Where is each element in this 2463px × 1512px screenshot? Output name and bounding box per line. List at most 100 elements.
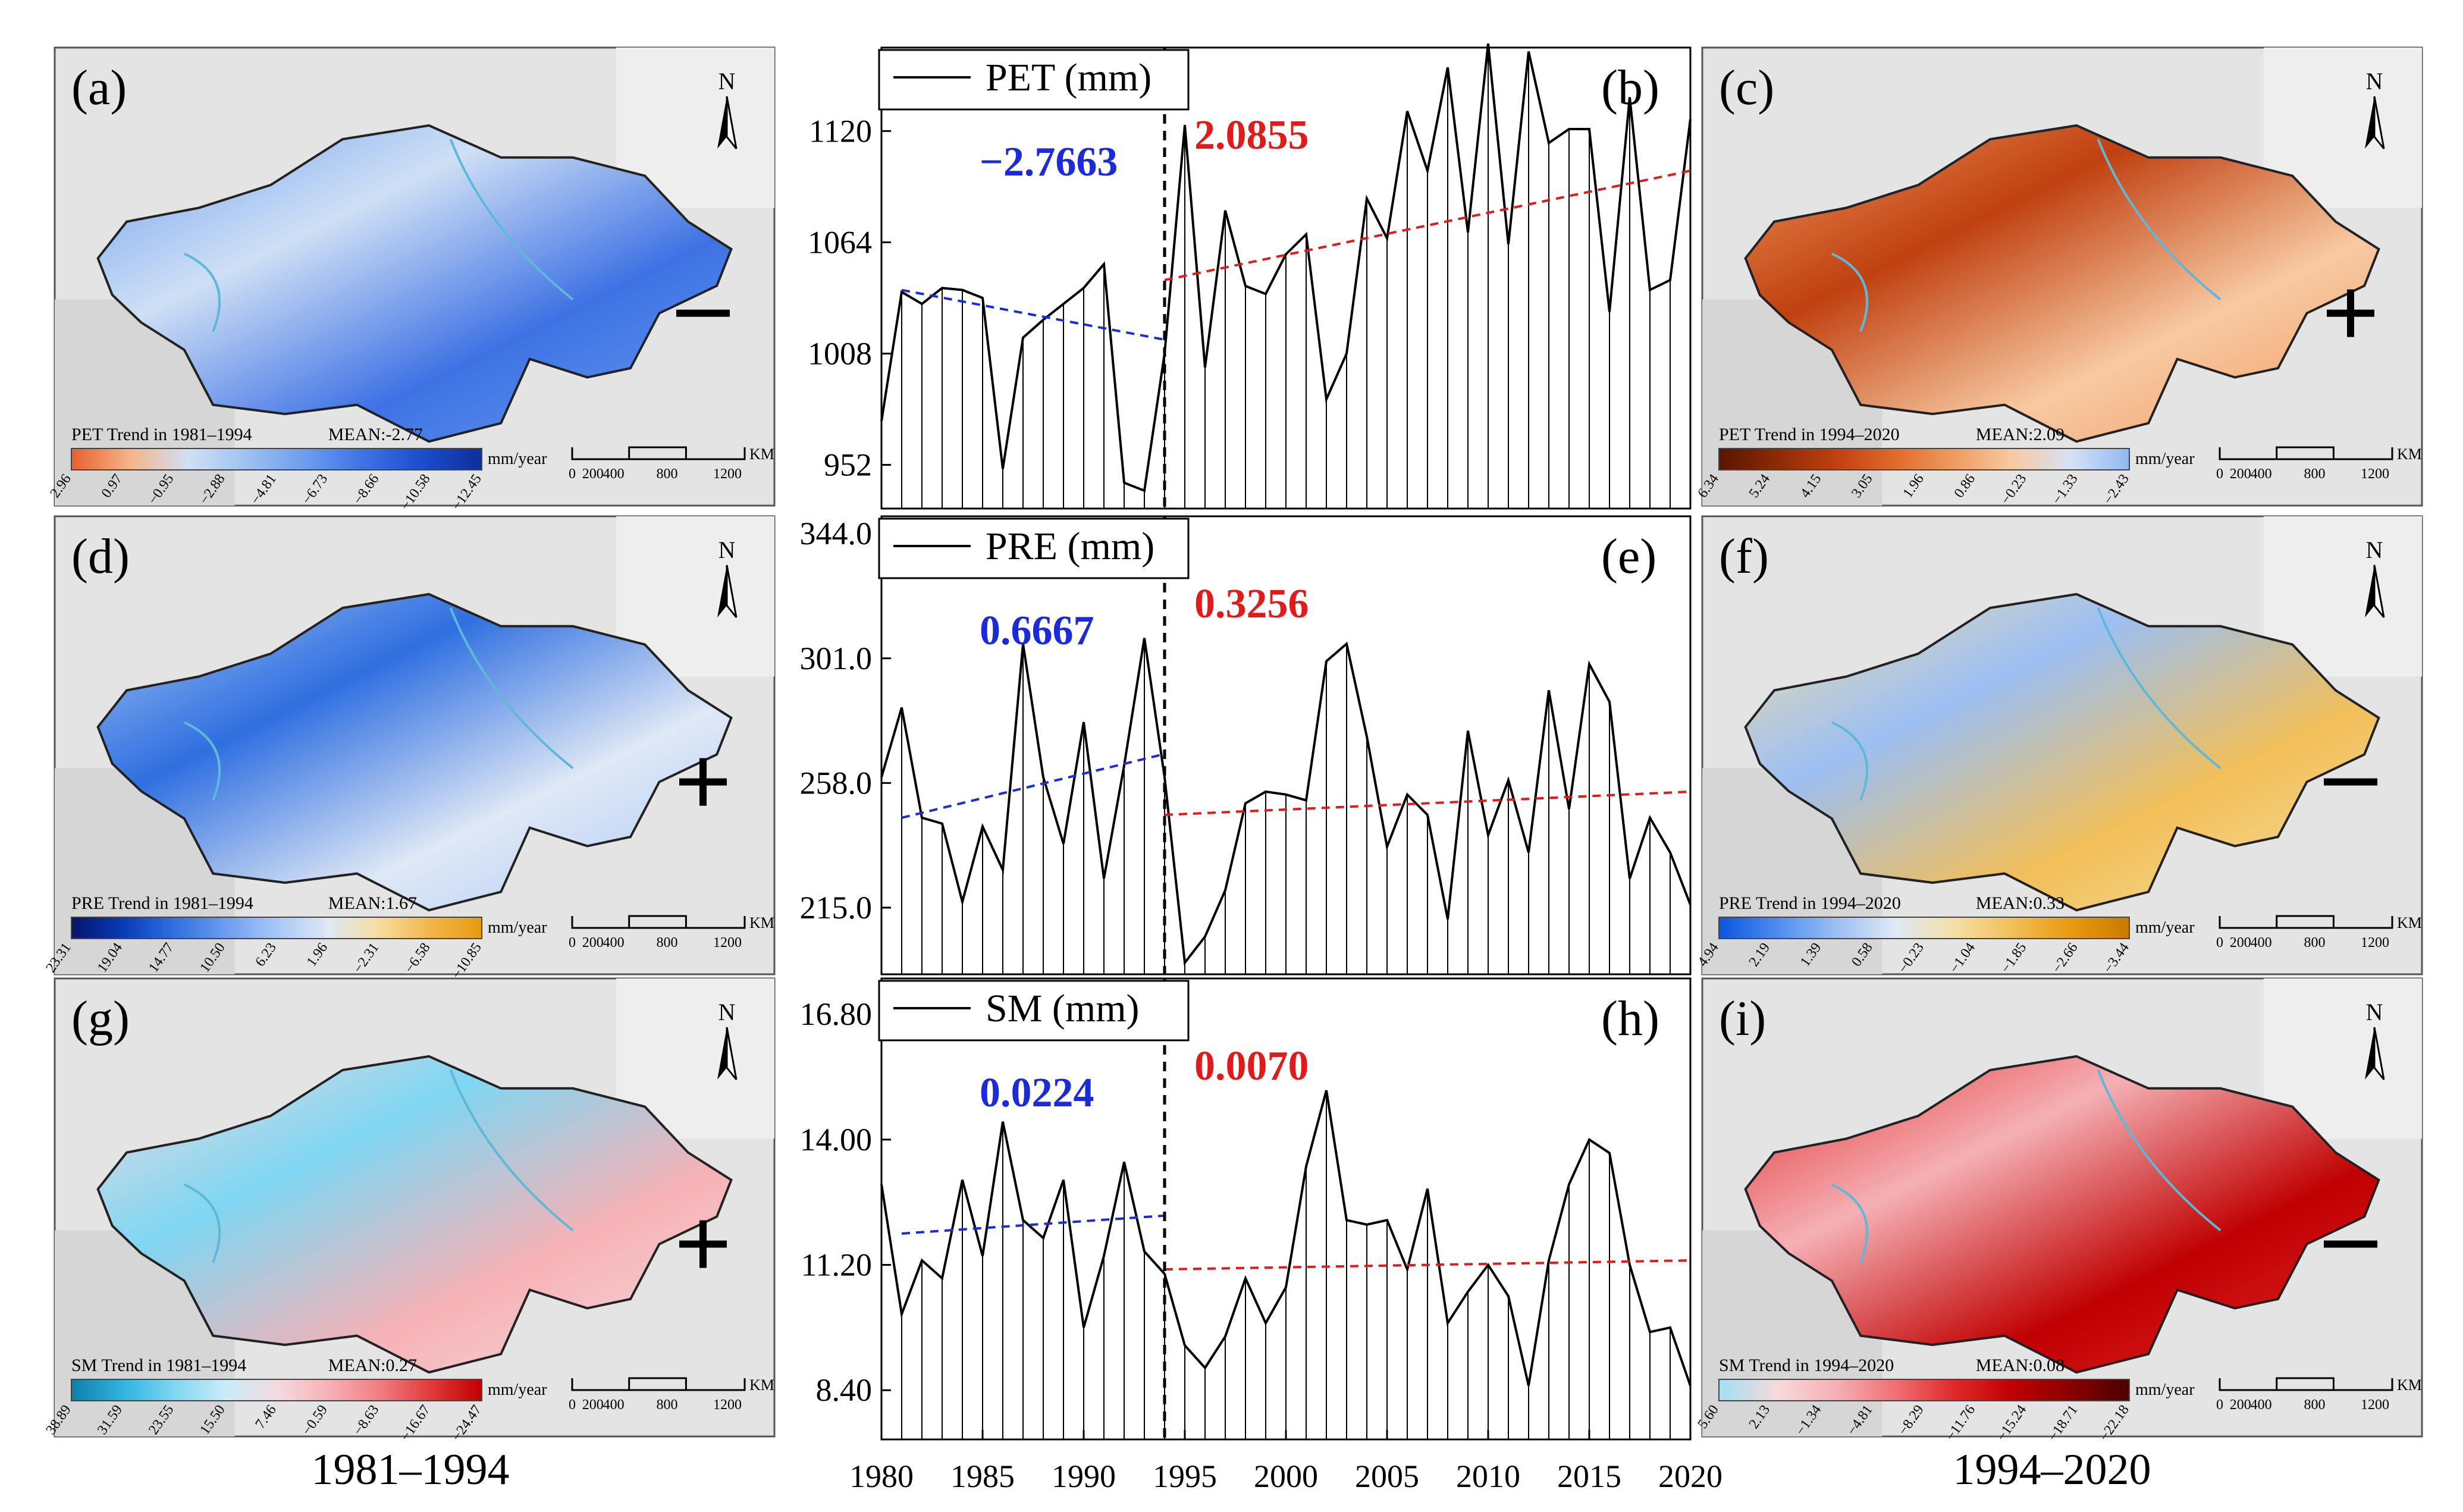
scale-bar: [2219, 1377, 2393, 1391]
scale-bar: [2219, 915, 2393, 929]
scale-tick: 1200: [713, 466, 742, 482]
scale-unit: KM: [749, 1376, 774, 1394]
scale-unit: KM: [2397, 914, 2422, 931]
region-outline: [1744, 592, 2380, 912]
north-arrow-icon: [717, 565, 727, 617]
trend-line: [1164, 790, 1691, 816]
x-tick-label: 2015: [1557, 1458, 1621, 1494]
scale-tick: 0: [2216, 935, 2223, 951]
scale-tick: 1200: [2361, 935, 2389, 951]
north-arrow-icon: [2365, 565, 2374, 617]
panel-label: (h): [1601, 991, 1659, 1046]
map-mean: MEAN:1.67: [328, 893, 417, 913]
panel-label: (b): [1601, 60, 1659, 115]
panel-label: (c): [1719, 60, 1774, 115]
north-arrow-label: N: [718, 999, 736, 1025]
y-tick-label: 1120: [809, 113, 872, 149]
scale-tick: 400: [603, 466, 625, 482]
y-tick-label: 952: [824, 447, 872, 483]
slope-before: 0.0224: [980, 1070, 1094, 1116]
trend-line: [901, 288, 1165, 341]
trend-sign-plus: [699, 1220, 707, 1268]
slope-before: −2.7663: [980, 139, 1118, 185]
scale-tick: 200: [582, 935, 604, 951]
scale-tick: 800: [657, 1397, 678, 1413]
scale-tick: 1200: [2361, 466, 2389, 482]
map-title: PET Trend in 1994–2020: [1719, 425, 1900, 444]
scale-tick: 0: [569, 466, 576, 482]
slope-after: 0.0070: [1194, 1043, 1309, 1089]
colorbar: [71, 1379, 482, 1401]
trend-line: [1164, 1259, 1691, 1271]
scale-unit: KM: [749, 914, 774, 931]
river: [449, 607, 574, 770]
map-panel: (f) N PRE Trend in 1994–2020 MEAN:0.33 mm/ye…: [1695, 515, 2423, 976]
map-panel: (c) N PET Trend in 1994–2020 MEAN:2.09 mm/ye…: [1695, 46, 2423, 507]
series-line: [880, 638, 1692, 966]
map-mean: MEAN:0.33: [1976, 893, 2064, 913]
x-tick-label: 1990: [1052, 1458, 1116, 1494]
map-title: SM Trend in 1981–1994: [71, 1356, 246, 1375]
north-arrow-icon: [2365, 1027, 2374, 1080]
legend-box: [878, 980, 1190, 1042]
scale-tick: 400: [2251, 466, 2272, 482]
river: [449, 1069, 574, 1232]
region-outline: [1744, 1055, 2380, 1374]
north-arrow-icon: [2373, 96, 2385, 149]
north-arrow-label: N: [2366, 537, 2383, 563]
river: [1831, 1183, 1869, 1263]
y-tick-label: 14.00: [800, 1122, 873, 1157]
scale-tick: 800: [657, 935, 678, 951]
river: [183, 721, 221, 801]
north-arrow-icon: [726, 96, 738, 149]
north-arrow-icon: [2373, 564, 2385, 618]
scale-bar: [571, 915, 746, 929]
map-title: PRE Trend in 1981–1994: [71, 893, 253, 913]
map-panels: (a) N PET Trend in 1981–1994 MEAN:-2.77 mm/y…: [43, 46, 2423, 1444]
north-arrow-icon: [2373, 1027, 2385, 1080]
x-tick-label: 2020: [1658, 1458, 1722, 1494]
map-mean: MEAN:-2.77: [328, 425, 423, 444]
river: [183, 1183, 221, 1263]
north-arrow-label: N: [2366, 999, 2383, 1025]
region-outline: [96, 1055, 733, 1374]
slope-after: 0.3256: [1194, 581, 1309, 627]
map-panel: (a) N PET Trend in 1981–1994 MEAN:-2.77 mm/y…: [48, 46, 776, 513]
map-mean: MEAN:0.27: [328, 1356, 417, 1375]
y-tick-label: 344.0: [800, 516, 873, 551]
y-tick-label: 16.80: [800, 996, 873, 1032]
scale-tick: 400: [603, 935, 625, 951]
scale-bar: [571, 1377, 746, 1391]
north-arrow-icon: [717, 1027, 727, 1080]
period-label-left: 1981–1994: [312, 1445, 510, 1494]
panel-label: (a): [71, 60, 127, 115]
map-mean: MEAN:2.09: [1976, 425, 2064, 444]
scale-tick: 200: [2230, 935, 2251, 951]
scale-tick: 400: [603, 1397, 625, 1413]
north-arrow-icon: [2365, 96, 2374, 149]
scale-unit: KM: [2397, 446, 2422, 463]
river: [2097, 607, 2222, 770]
scale-tick: 200: [582, 1397, 604, 1413]
panel-label: (i): [1719, 991, 1766, 1046]
panel-label: (g): [71, 991, 130, 1046]
trend-sign-plus: [2347, 289, 2354, 337]
scale-tick: 200: [2230, 1397, 2251, 1413]
scale-unit: KM: [2397, 1376, 2422, 1394]
y-tick-label: 8.40: [816, 1372, 873, 1408]
map-mean: MEAN:0.08: [1976, 1356, 2064, 1375]
scale-unit: KM: [749, 446, 774, 463]
river: [1831, 252, 1869, 332]
colorbar-unit: mm/year: [2135, 450, 2195, 468]
scale-tick: 1200: [2361, 1397, 2389, 1413]
scale-tick: 1200: [713, 1397, 742, 1413]
map-panel: (g) N SM Trend in 1981–1994 MEAN:0.27 mm/yea…: [43, 977, 776, 1444]
scale-tick: 0: [2216, 1397, 2223, 1413]
region-outline: [1744, 124, 2380, 443]
x-tick-label: 2010: [1456, 1458, 1520, 1494]
x-tick-label: 1980: [849, 1458, 914, 1494]
river: [449, 139, 574, 301]
trend-sign-minus: [2324, 778, 2377, 786]
colorbar: [71, 917, 482, 939]
